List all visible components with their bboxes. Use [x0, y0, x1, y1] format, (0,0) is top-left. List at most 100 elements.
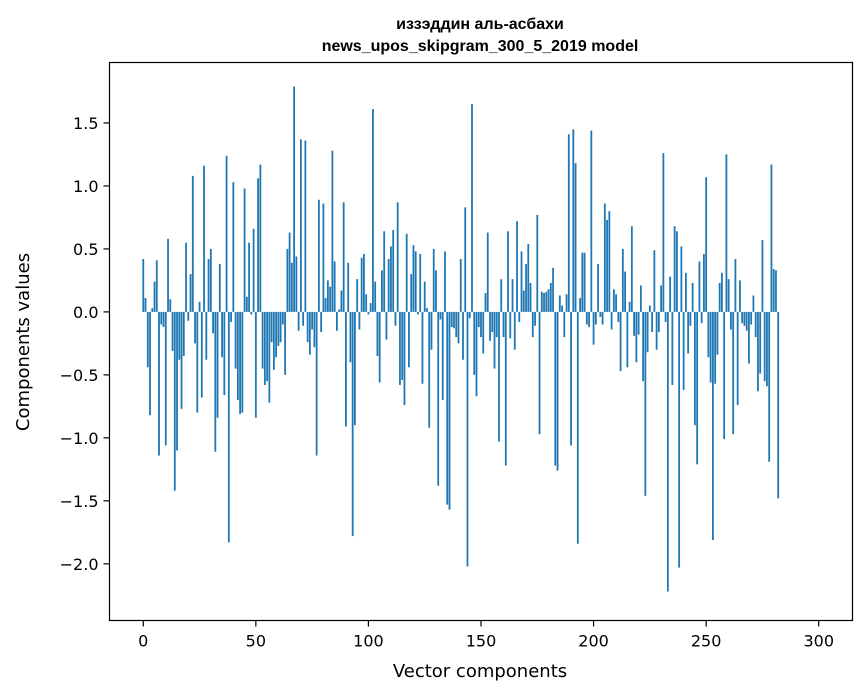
- y-tick-label: 0.5: [73, 240, 98, 259]
- bar: [518, 311, 521, 322]
- bar: [628, 301, 631, 312]
- bar: [308, 311, 311, 355]
- bar: [455, 311, 458, 338]
- bar: [646, 311, 649, 353]
- bar: [302, 311, 305, 326]
- bar: [405, 233, 408, 312]
- bar: [698, 261, 701, 312]
- bar: [313, 311, 316, 348]
- bar: [489, 311, 491, 341]
- bar: [594, 311, 597, 325]
- bar: [281, 311, 284, 325]
- bar: [212, 311, 214, 334]
- bar: [257, 178, 259, 312]
- bar: [383, 231, 386, 312]
- bar: [734, 259, 737, 312]
- bar: [662, 153, 665, 312]
- y-tick-label: 1.0: [73, 177, 98, 196]
- bar: [556, 311, 559, 471]
- bar: [561, 305, 563, 312]
- bar: [340, 290, 343, 312]
- bar: [315, 311, 318, 456]
- bar: [736, 311, 739, 406]
- bar: [155, 260, 158, 312]
- bar: [437, 311, 440, 486]
- bar: [392, 230, 395, 312]
- bar: [635, 311, 638, 363]
- bar: [581, 252, 584, 312]
- bar: [149, 311, 151, 416]
- x-tick-label: 300: [803, 632, 834, 651]
- bar: [624, 271, 626, 312]
- bar: [536, 214, 539, 312]
- bar: [182, 311, 185, 356]
- y-tick-label: −0.5: [60, 366, 99, 385]
- bar: [408, 311, 410, 368]
- bar: [671, 311, 674, 385]
- bar: [248, 242, 250, 312]
- bar: [675, 231, 678, 312]
- bar: [588, 311, 590, 328]
- y-axis-label: Components values: [13, 253, 34, 431]
- bar: [239, 311, 241, 414]
- bar: [772, 269, 775, 312]
- bar: [230, 311, 232, 322]
- bar: [189, 274, 192, 312]
- bar: [259, 164, 262, 312]
- bar: [759, 311, 762, 374]
- bar: [732, 311, 735, 435]
- bar: [243, 188, 246, 312]
- bar: [227, 311, 230, 543]
- bar: [585, 311, 588, 325]
- bar: [284, 311, 287, 375]
- bar: [603, 203, 606, 312]
- bar: [597, 264, 599, 312]
- bar: [520, 251, 523, 312]
- bar: [619, 311, 622, 372]
- bar: [757, 311, 759, 392]
- bar: [277, 311, 280, 346]
- bar: [466, 311, 469, 567]
- bar: [712, 311, 714, 540]
- bar: [263, 311, 266, 385]
- bar: [495, 311, 498, 338]
- bar: [727, 279, 730, 312]
- bar: [608, 211, 611, 312]
- bar: [606, 219, 608, 312]
- bar: [268, 311, 271, 403]
- bar: [448, 311, 451, 510]
- bar: [381, 270, 383, 312]
- bar: [164, 311, 167, 446]
- bar: [545, 291, 548, 312]
- bar: [245, 296, 248, 312]
- bar: [687, 311, 690, 354]
- bar: [721, 272, 723, 312]
- bar: [180, 311, 183, 409]
- bar: [511, 279, 514, 312]
- bar: [160, 311, 163, 325]
- bar: [306, 311, 309, 343]
- x-tick-label: 50: [246, 632, 266, 651]
- bar: [178, 311, 181, 360]
- bar: [369, 303, 372, 312]
- bar: [333, 261, 336, 312]
- bar: [525, 264, 527, 312]
- bar: [223, 311, 226, 396]
- x-tick-label: 0: [138, 632, 148, 651]
- bar: [250, 311, 253, 315]
- bar: [254, 311, 257, 418]
- bar: [286, 248, 289, 312]
- bar: [232, 182, 235, 312]
- bar: [367, 311, 370, 315]
- bar: [356, 279, 359, 312]
- bar: [678, 311, 681, 568]
- bar: [592, 311, 595, 345]
- x-tick-label: 100: [353, 632, 384, 651]
- bar: [297, 311, 300, 331]
- bar: [579, 298, 581, 312]
- bar: [766, 311, 768, 387]
- bar: [748, 311, 750, 364]
- bar: [200, 311, 203, 398]
- bar: [540, 291, 543, 312]
- bar: [432, 248, 435, 312]
